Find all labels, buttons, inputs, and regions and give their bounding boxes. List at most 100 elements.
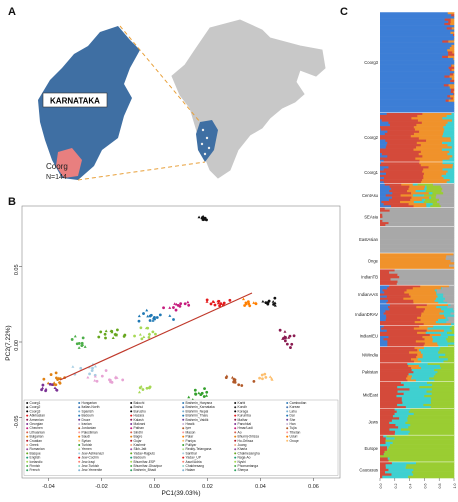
- pca-point: [93, 374, 97, 378]
- admixture-segment: [395, 423, 411, 427]
- pca-legend-item: Romanian: [30, 447, 45, 451]
- pca-legend-marker: [234, 439, 237, 442]
- admixture-group-label: SEAsia: [364, 214, 378, 219]
- pca-point: [205, 300, 209, 303]
- admixture-segment: [380, 55, 443, 59]
- admixture-segment: [451, 119, 455, 122]
- admixture-segment: [419, 130, 444, 134]
- admixture-segment: [451, 329, 455, 333]
- admixture-segment: [397, 390, 427, 394]
- pca-legend-marker: [26, 444, 29, 446]
- admixture-segment: [380, 20, 449, 24]
- admixture-segment: [388, 306, 417, 309]
- admixture-segment: [380, 303, 391, 307]
- pca-point: [48, 382, 52, 386]
- admixture-segment: [424, 394, 455, 398]
- pca-legend-item: Saudi: [82, 435, 91, 439]
- pca-point: [111, 336, 115, 339]
- admixture-segment: [448, 318, 455, 322]
- admixture-segment: [430, 406, 455, 409]
- admixture-segment: [380, 137, 420, 140]
- admixture-segment: [397, 403, 424, 407]
- admixture-segment: [448, 303, 451, 307]
- admixture-segment: [415, 379, 435, 382]
- pca-point: [93, 364, 97, 368]
- admixture-segment: [380, 150, 422, 154]
- admixture-segment: [387, 457, 390, 460]
- pca-legend-item: Han: [290, 422, 296, 426]
- admixture-segment: [383, 325, 420, 328]
- admixture-segment: [429, 196, 432, 200]
- pca-point: [201, 216, 205, 220]
- pca-point: [264, 301, 268, 305]
- pca-legend-item: Bagre: [134, 435, 143, 439]
- admixture-segment: [446, 321, 455, 324]
- admixture-segment: [380, 92, 454, 96]
- pca-ytick-label: 0.05: [14, 264, 20, 275]
- admixture-segment: [380, 128, 382, 131]
- admixture-segment: [380, 119, 383, 122]
- pca-legend-marker: [286, 402, 289, 404]
- admixture-segment: [439, 203, 455, 206]
- admixture-segment: [385, 464, 407, 467]
- pca-legend-item: Karbi: [238, 401, 246, 405]
- admixture-segment: [387, 299, 414, 303]
- admixture-segment: [453, 253, 455, 256]
- admixture-segment: [448, 53, 455, 57]
- admixture-segment: [380, 312, 384, 315]
- admixture-segment: [439, 349, 455, 352]
- admixture-segment: [450, 259, 455, 263]
- pca-legend-item: Bhumihar-ESP: [134, 460, 157, 464]
- admixture-segment: [380, 205, 392, 208]
- admixture-segment: [380, 161, 420, 165]
- admixture-segment: [444, 22, 451, 26]
- pca-xtick-label: 0.02: [202, 484, 213, 490]
- admixture-segment: [380, 441, 386, 445]
- admixture-segment: [426, 205, 431, 208]
- admixture-segment: [380, 392, 404, 396]
- pca-point: [83, 345, 87, 348]
- admixture-segment: [450, 79, 455, 83]
- admixture-segment: [380, 466, 387, 470]
- admixture-xtick-label: 0.0: [379, 484, 383, 489]
- admixture-segment: [447, 358, 455, 361]
- admixture-segment: [380, 435, 384, 438]
- pca-point: [216, 301, 220, 305]
- pca-legend-marker: [182, 465, 185, 467]
- pca-legend-item: Bhumij-Oriissa: [238, 435, 260, 439]
- pca-point: [268, 375, 272, 378]
- pca-legend-marker: [78, 431, 81, 434]
- admixture-segment: [389, 303, 428, 307]
- admixture-segment: [380, 132, 386, 136]
- pca-point: [151, 319, 155, 322]
- pca-xlabel: PC1(39.03%): [161, 490, 200, 497]
- admixture-segment: [398, 426, 409, 429]
- admixture-segment: [443, 310, 455, 313]
- pca-legend-marker: [78, 435, 81, 438]
- pca-legend-item: Palar: [186, 435, 195, 439]
- admixture-segment: [420, 164, 454, 167]
- admixture-segment: [447, 344, 455, 348]
- admixture-segment: [380, 282, 398, 286]
- pca-legend-item: Burusho: [134, 409, 146, 413]
- pca-legend-marker: [234, 418, 237, 421]
- admixture-segment: [427, 327, 451, 330]
- admixture-chart: Coorg3 Coorg2 Coorg1 CentAsu SEAsia EastAsian…: [355, 11, 457, 489]
- admixture-segment: [452, 51, 455, 54]
- admixture-segment: [443, 293, 455, 296]
- pca-xtick-label: -0.02: [95, 484, 108, 490]
- admixture-segment: [451, 325, 455, 328]
- pca-point: [95, 379, 99, 383]
- pca-legend-item: Santhal: [186, 451, 197, 455]
- admixture-segment: [390, 278, 455, 281]
- pca-point: [266, 301, 270, 304]
- pca-point: [151, 330, 155, 334]
- admixture-segment: [406, 289, 436, 292]
- admixture-segment: [411, 369, 435, 372]
- admixture-segment: [413, 473, 455, 477]
- pca-point: [55, 388, 59, 392]
- admixture-segment: [438, 344, 449, 348]
- admixture-segment: [382, 475, 409, 479]
- admixture-segment: [412, 375, 435, 378]
- admixture-segment: [380, 36, 455, 39]
